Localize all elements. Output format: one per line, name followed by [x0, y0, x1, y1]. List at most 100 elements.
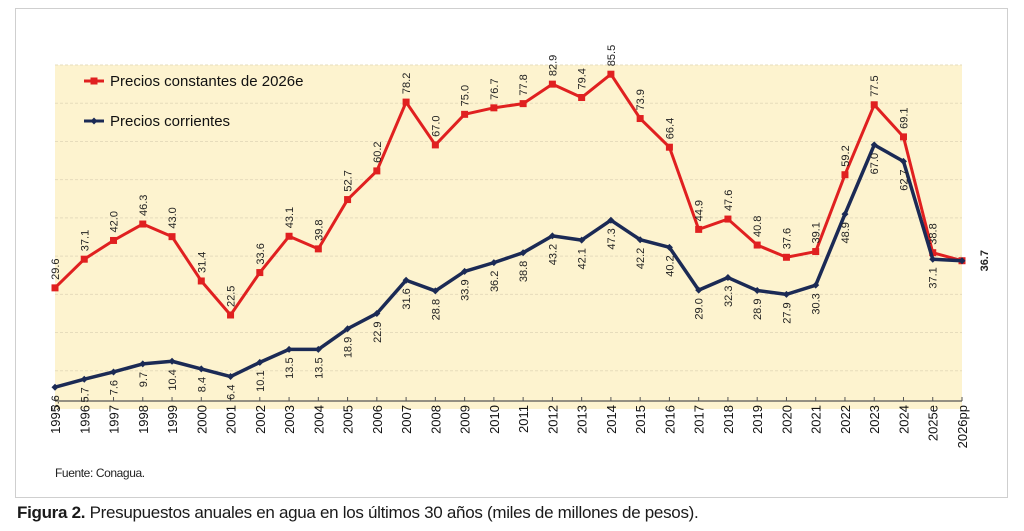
data-point [373, 309, 381, 317]
data-label: 40.8 [752, 216, 764, 237]
data-label: 39.8 [313, 219, 325, 240]
data-label: 67.0 [430, 115, 442, 136]
x-tick-label: 2012 [545, 405, 560, 434]
data-label: 18.9 [343, 337, 355, 358]
data-point [636, 236, 644, 244]
data-point [51, 284, 59, 292]
data-label: 13.5 [313, 357, 325, 378]
data-label: 32.3 [723, 286, 735, 307]
x-tick-label: 2015 [633, 405, 648, 434]
data-point [665, 243, 673, 251]
x-tick-label: 2006 [370, 405, 385, 434]
caption-label: Figura 2. [17, 503, 86, 522]
x-tick-label: 2000 [194, 405, 209, 434]
data-point [548, 80, 556, 88]
data-point [256, 269, 264, 277]
source-note: Fuente: Conagua. [55, 466, 145, 480]
data-point [256, 358, 264, 366]
x-tick-label: 2004 [311, 405, 326, 434]
data-label: 66.4 [664, 118, 676, 139]
data-label: 62.7 [898, 169, 910, 190]
data-label: 8.4 [196, 377, 208, 392]
x-tick-label: 2020 [779, 405, 794, 434]
data-point [197, 277, 205, 285]
data-point [636, 115, 644, 123]
x-tick-label: 2019 [750, 405, 765, 434]
data-label: 76.7 [489, 78, 501, 99]
data-label: 28.8 [430, 299, 442, 320]
data-point [899, 133, 907, 141]
x-tick-label: 2022 [838, 405, 853, 434]
x-tick-label: 2025e [926, 405, 941, 441]
data-point [724, 215, 732, 223]
data-label: 77.8 [518, 74, 530, 95]
data-point [782, 253, 790, 261]
data-label: 36.7 [979, 250, 991, 271]
data-label: 38.8 [928, 223, 940, 244]
data-label: 79.4 [577, 68, 589, 89]
data-point [607, 70, 615, 78]
series-line-constantes [53, 72, 963, 317]
data-label: 31.6 [401, 288, 413, 309]
data-label: 75.0 [460, 85, 472, 106]
data-point [314, 345, 322, 353]
data-point [139, 220, 147, 228]
data-label: 43.1 [284, 207, 296, 228]
data-label: 10.4 [167, 369, 179, 390]
data-label: 9.7 [138, 372, 150, 387]
series-line-corrientes [54, 143, 963, 389]
data-point [314, 245, 322, 253]
data-point [870, 141, 878, 149]
data-point [344, 196, 352, 204]
data-label: 33.6 [255, 243, 267, 264]
data-point [285, 232, 293, 240]
data-point [870, 101, 878, 109]
x-tick-label: 2010 [487, 405, 502, 434]
data-point [929, 249, 937, 257]
data-label: 30.3 [811, 293, 823, 314]
data-label: 47.3 [606, 228, 618, 249]
x-tick-label: 2026pp [955, 405, 970, 448]
legend-label: Precios constantes de 2026e [110, 73, 303, 90]
x-tick-label: 1997 [107, 405, 122, 434]
data-point [548, 232, 556, 240]
data-label: 37.1 [79, 230, 91, 251]
data-label: 59.2 [840, 145, 852, 166]
x-tick-label: 2009 [458, 405, 473, 434]
legend-label: Precios corrientes [110, 113, 230, 130]
data-point [139, 360, 147, 368]
data-label: 60.2 [372, 141, 384, 162]
data-label: 7.6 [109, 380, 121, 395]
caption-text: Presupuestos anuales en agua en los últi… [85, 503, 699, 522]
legend-marker [90, 77, 98, 85]
data-point [461, 267, 469, 275]
data-point [519, 100, 527, 108]
data-label: 42.0 [109, 211, 121, 232]
data-label: 40.2 [664, 255, 676, 276]
data-point [812, 281, 820, 289]
data-point [578, 94, 586, 102]
x-tick-label: 2021 [809, 405, 824, 434]
data-label: 42.1 [577, 248, 589, 269]
x-tick-label: 2002 [253, 405, 268, 434]
x-tick-label: 2005 [341, 405, 356, 434]
data-label: 36.2 [489, 271, 501, 292]
data-point [285, 345, 293, 353]
x-tick-label: 2011 [516, 405, 531, 433]
data-point [168, 233, 176, 241]
data-point [227, 311, 235, 319]
x-tick-label: 2018 [721, 405, 736, 434]
data-label: 37.6 [781, 228, 793, 249]
data-point [431, 141, 439, 149]
data-label: 48.9 [840, 222, 852, 243]
data-label: 42.2 [635, 248, 647, 269]
data-point [402, 98, 410, 106]
data-point [373, 167, 381, 175]
x-tick-label: 2008 [428, 405, 443, 434]
data-label: 6.4 [226, 385, 238, 400]
data-label: 78.2 [401, 73, 413, 94]
data-label: 10.1 [255, 370, 267, 391]
data-point [695, 225, 703, 233]
x-tick-label: 2023 [867, 405, 882, 434]
